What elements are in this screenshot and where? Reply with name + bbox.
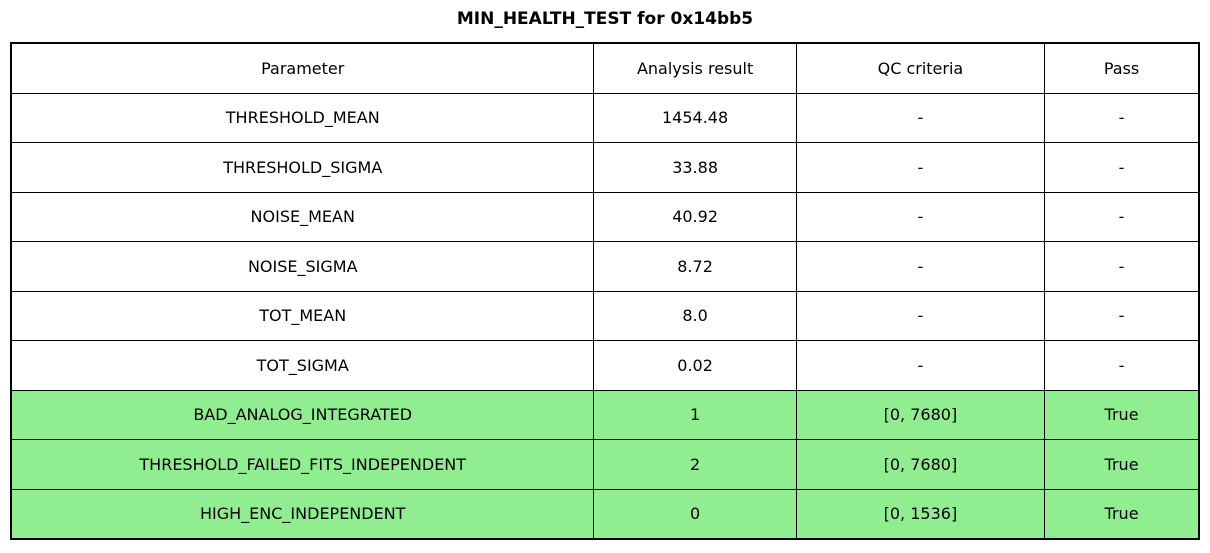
table-header: Parameter Analysis result QC criteria Pass — [10, 42, 1200, 94]
table-row: THRESHOLD_MEAN 1454.48- - — [10, 92, 1200, 143]
table-row: HIGH_ENC_INDEPENDENT 0 [0, 1536] True — [10, 488, 1200, 540]
table-cell: - — [795, 340, 1046, 391]
table-cell: 40.92 — [593, 191, 797, 242]
table-cell: True — [1044, 389, 1200, 440]
health-test-table: Parameter Analysis result QC criteria Pass … — [10, 42, 1200, 540]
table-cell: 8.0 — [593, 290, 797, 341]
table-cell: NOISE_MEAN — [10, 191, 595, 242]
table-cell: NOISE_SIGMA — [10, 241, 595, 292]
column-header-analysis-result: Analysis result — [593, 42, 797, 94]
table-row: TOT_MEAN 8.0- - — [10, 290, 1200, 341]
table-row: THRESHOLD_SIGMA 33.88- - — [10, 142, 1200, 193]
table-cell: 2 — [593, 439, 797, 490]
table-cell: 1 — [593, 389, 797, 440]
column-header-pass: Pass — [1044, 42, 1200, 94]
table-cell: - — [1044, 92, 1200, 143]
table-cell: 0.02 — [593, 340, 797, 391]
table-cell: [0, 7680] — [795, 439, 1046, 490]
table-body: THRESHOLD_MEAN 1454.48- - THRESHOLD_SIGMA 33… — [10, 92, 1200, 540]
table-cell: - — [1044, 290, 1200, 341]
table-cell: 33.88 — [593, 142, 797, 193]
page-title: MIN_HEALTH_TEST for 0x14bb5 — [456, 9, 754, 29]
table-cell: True — [1044, 488, 1200, 540]
table-cell: - — [795, 92, 1046, 143]
table-cell: [0, 1536] — [795, 488, 1046, 540]
table-cell: - — [795, 290, 1046, 341]
column-header-parameter: Parameter — [10, 42, 595, 94]
table-cell: - — [795, 241, 1046, 292]
table-cell: 0 — [593, 488, 797, 540]
table-cell: [0, 7680] — [795, 389, 1046, 440]
table-row: NOISE_SIGMA 8.72- - — [10, 241, 1200, 292]
table-cell: THRESHOLD_MEAN — [10, 92, 595, 143]
table-cell: BAD_ANALOG_INTEGRATED — [10, 389, 595, 440]
table-cell: TOT_MEAN — [10, 290, 595, 341]
table-cell: - — [1044, 191, 1200, 242]
table-cell: THRESHOLD_FAILED_FITS_INDEPENDENT — [10, 439, 595, 490]
table-cell: - — [795, 142, 1046, 193]
table-cell: HIGH_ENC_INDEPENDENT — [10, 488, 595, 540]
table-header-row: Parameter Analysis result QC criteria Pass — [10, 42, 1200, 94]
table-cell: - — [795, 191, 1046, 242]
table-row: TOT_SIGMA 0.02- - — [10, 340, 1200, 391]
table-cell: THRESHOLD_SIGMA — [10, 142, 595, 193]
table-cell: - — [1044, 241, 1200, 292]
column-header-qc-criteria: QC criteria — [795, 42, 1046, 94]
table-cell: TOT_SIGMA — [10, 340, 595, 391]
table-cell: 8.72 — [593, 241, 797, 292]
table-cell: - — [1044, 142, 1200, 193]
table-row: NOISE_MEAN 40.92- - — [10, 191, 1200, 242]
table-cell: - — [1044, 340, 1200, 391]
table-cell: 1454.48 — [593, 92, 797, 143]
table-cell: True — [1044, 439, 1200, 490]
table-row: THRESHOLD_FAILED_FITS_INDEPENDENT 2 [0, 76… — [10, 439, 1200, 490]
table-row: BAD_ANALOG_INTEGRATED 1 [0, 7680] True — [10, 389, 1200, 440]
